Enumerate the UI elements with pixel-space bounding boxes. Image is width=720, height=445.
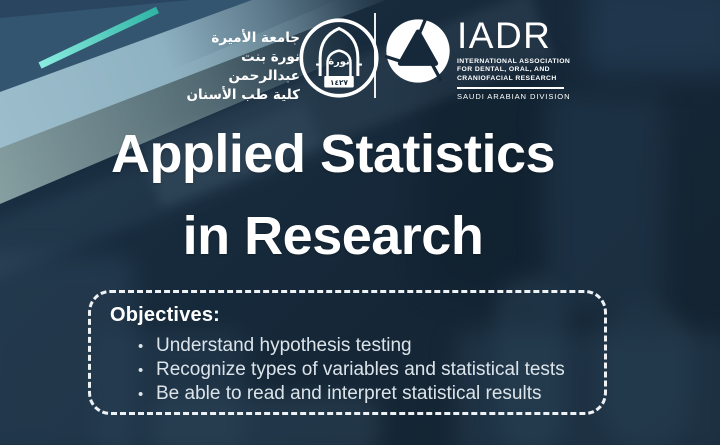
blur-blob [495,275,565,445]
bullet-icon: • [138,386,144,403]
blur-blob [545,95,665,315]
objectives-heading: Objectives: [110,304,221,326]
iadr-division: SAUDI ARABIAN DIVISION [457,91,571,101]
objectives-list: • Understand hypothesis testing • Recogn… [138,334,586,406]
bullet-icon: • [138,362,144,379]
university-name-arabic: جامعة الأميرة نورة بنت عبدالرحمن كلية طب… [170,29,300,105]
university-name-line: جامعة الأميرة [211,30,300,46]
blur-blob [455,330,720,445]
objectives-box: Objectives: • Understand hypothesis test… [88,290,607,415]
page-title: Applied Statistics in Research [33,113,633,277]
objective-text: Be able to read and interpret statistica… [156,383,542,404]
iadr-name-line: CRANIOFACIAL RESEARCH [457,74,557,82]
iadr-name-line: FOR DENTAL, ORAL, AND [457,66,550,74]
iadr-association-name: INTERNATIONAL ASSOCIATION FOR DENTAL, OR… [457,58,587,83]
iadr-acronym: IADR [457,15,552,56]
objective-item: • Understand hypothesis testing [138,334,586,358]
blur-blob [585,0,720,75]
blur-blob [600,300,690,445]
iadr-name-line: INTERNATIONAL ASSOCIATION [457,58,571,65]
university-logo-icon: نورة ١٤٢٧ [299,18,379,98]
iadr-rule [457,87,564,89]
objective-item: • Be able to read and interpret statisti… [138,382,586,406]
iadr-logo-icon [385,18,450,83]
iadr-text-block: IADR INTERNATIONAL ASSOCIATION FOR DENTA… [457,17,587,101]
title-line-1: Applied Statistics [110,124,556,184]
logo-year: ١٤٢٧ [330,78,349,87]
logo-calligraphy: نورة [328,57,349,68]
university-name-line: كلية طب الأسنان [186,87,300,103]
blur-blob [425,55,545,295]
title-line-2: in Research [182,206,484,266]
bullet-icon: • [138,338,144,355]
objective-text: Recognize types of variables and statist… [156,359,565,380]
header-divider [374,13,376,98]
objective-item: • Recognize types of variables and stati… [138,358,586,382]
blur-blob [150,395,380,445]
objective-text: Understand hypothesis testing [156,335,412,356]
university-name-line: نورة بنت عبدالرحمن [228,49,300,84]
